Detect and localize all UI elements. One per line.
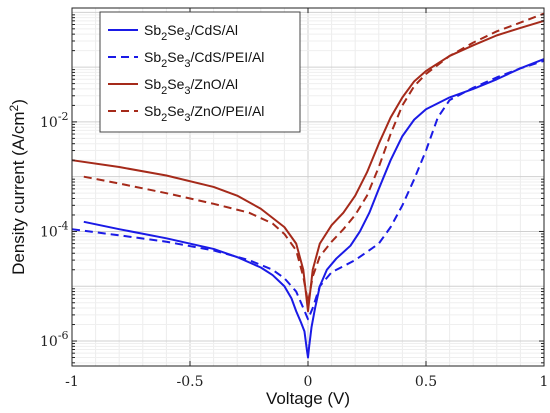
x-tick-label: -0.5 <box>177 374 204 390</box>
series-line-2 <box>71 59 545 321</box>
legend-box <box>99 11 301 133</box>
series-lines <box>71 12 545 359</box>
axis-ticks: -1 -0.5 0 0.5 1 10-6 10-4 10-2 <box>40 8 548 390</box>
x-tick-label: 1 <box>540 374 549 390</box>
series-line-3 <box>71 19 545 313</box>
legend: Sb2Se3/CdS/Al Sb2Se3/CdS/PEI/Al Sb2Se3/ZnO… <box>99 11 301 133</box>
series-line-1 <box>83 58 545 359</box>
legend-label-4: Sb2Se3/ZnO/PEI/Al <box>144 103 264 124</box>
legend-label-2: Sb2Se3/CdS/PEI/Al <box>144 49 264 70</box>
y-tick-label: 10-4 <box>40 219 69 240</box>
series-line-4 <box>83 12 545 304</box>
x-axis-label: Voltage (V) <box>266 389 350 408</box>
legend-label-3: Sb2Se3/ZnO/Al <box>144 76 238 97</box>
y-tick-label: 10-2 <box>40 110 69 131</box>
x-tick-label: -1 <box>65 374 79 390</box>
x-tick-label: 0 <box>304 374 313 390</box>
y-tick-label: 10-6 <box>40 329 69 350</box>
legend-label-1: Sb2Se3/CdS/Al <box>144 22 238 43</box>
y-axis-label: Density current (A/cm2) <box>7 99 28 275</box>
x-tick-label: 0.5 <box>415 374 437 390</box>
